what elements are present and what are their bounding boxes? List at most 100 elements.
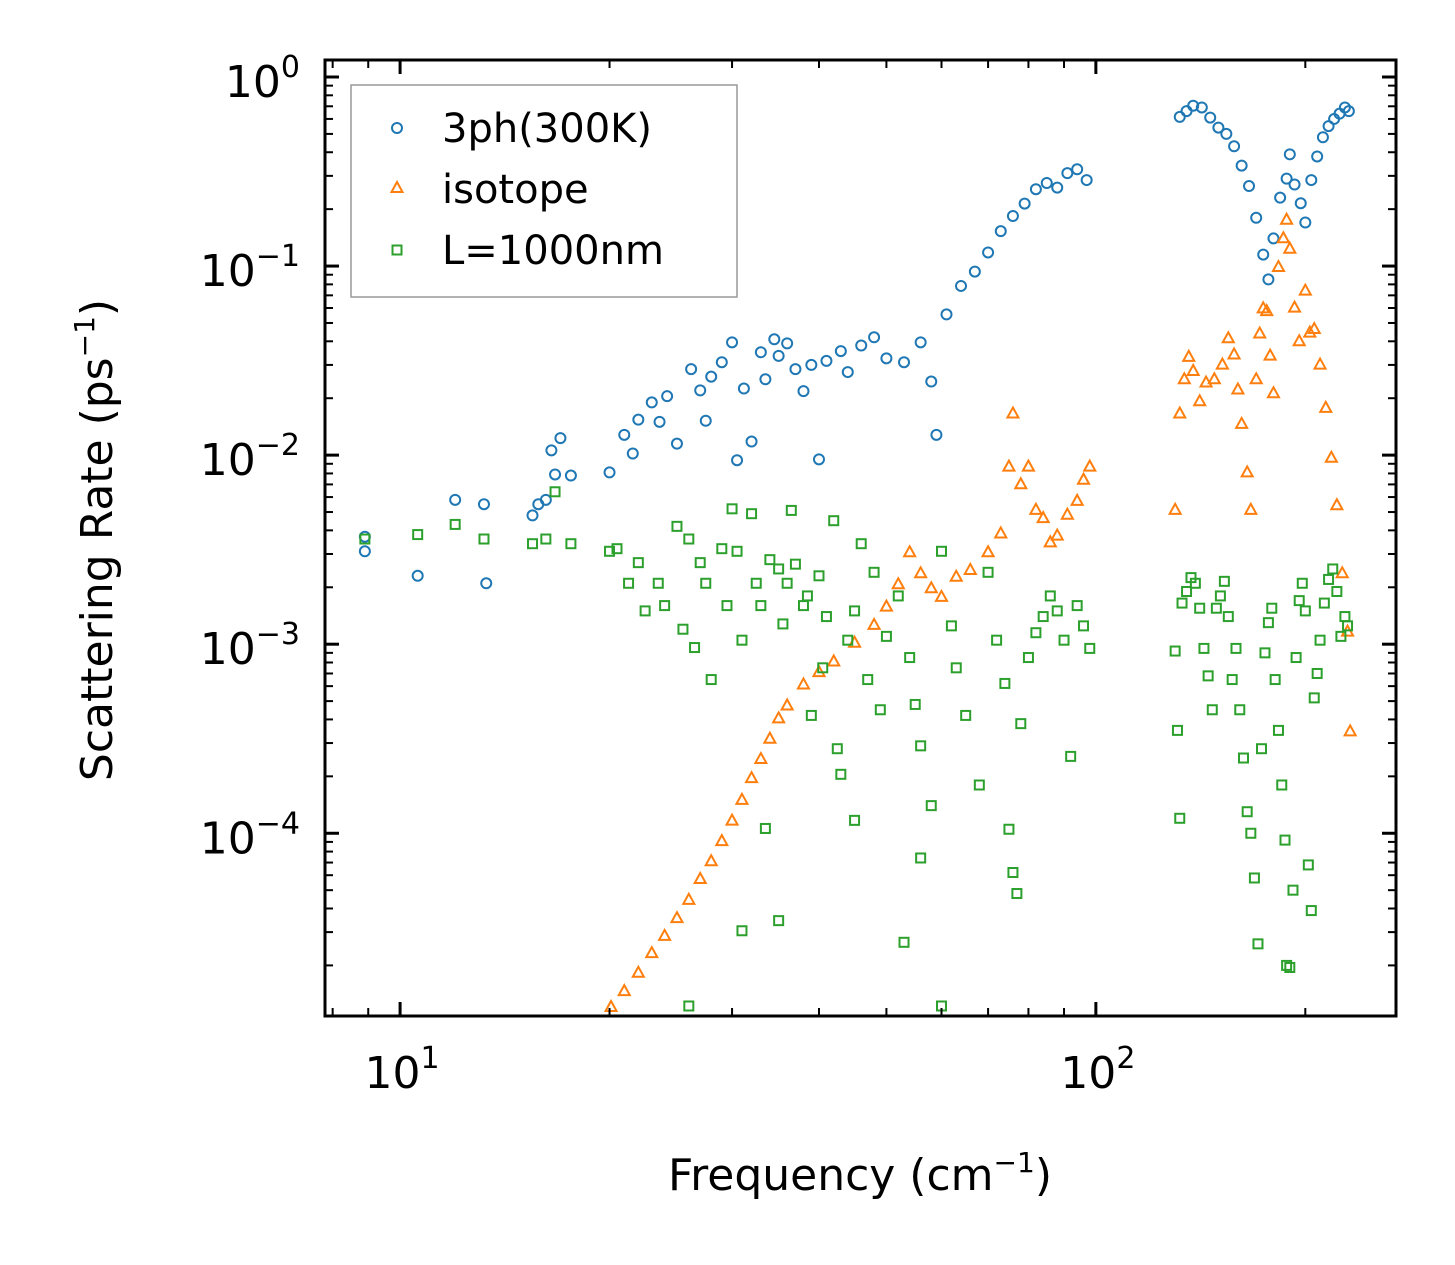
data-point-circle xyxy=(653,415,666,428)
data-point-square xyxy=(1248,872,1260,884)
data-point-circle xyxy=(994,225,1007,238)
data-point-triangle xyxy=(744,770,759,784)
legend: 3ph(300K) isotope L=1000nm xyxy=(350,84,738,298)
data-point-square xyxy=(982,566,994,578)
data-point-square xyxy=(694,557,706,569)
data-point-circle xyxy=(477,498,490,511)
data-point-circle xyxy=(1080,174,1093,187)
data-point-triangle xyxy=(1185,362,1201,376)
data-point-square xyxy=(731,545,743,557)
data-point-square xyxy=(623,577,635,589)
data-point-square xyxy=(1342,620,1354,632)
data-point-square xyxy=(1051,605,1063,617)
tick-labels: 101 102 100 10−1 10−2 10−3 10−4 xyxy=(200,50,1136,1099)
data-point-square xyxy=(1058,634,1070,646)
data-point-circle xyxy=(1243,180,1256,193)
data-point-triangle xyxy=(762,730,778,744)
tick-label: 10−4 xyxy=(200,806,300,864)
data-point-triangle xyxy=(724,812,740,826)
data-point-square xyxy=(1176,597,1188,609)
data-point-square xyxy=(789,558,801,570)
legend-entry-3ph: 3ph(300K) xyxy=(391,106,652,152)
data-point-square xyxy=(880,630,892,642)
data-point-circle xyxy=(358,545,371,558)
data-point-circle xyxy=(930,428,943,441)
legend-marker-circle xyxy=(391,122,403,134)
data-point-triangle xyxy=(924,580,939,594)
series-triangle-points xyxy=(603,211,1358,1012)
data-point-triangle xyxy=(779,697,795,711)
data-point-triangle xyxy=(1312,356,1328,370)
data-point-triangle xyxy=(1298,282,1313,296)
data-point-square xyxy=(1230,642,1242,654)
data-point-square xyxy=(874,704,886,716)
data-point-circle xyxy=(914,336,927,349)
data-point-square xyxy=(898,936,910,948)
data-point-square xyxy=(705,674,717,686)
series-circle-points xyxy=(358,99,1355,590)
data-point-square xyxy=(855,538,867,550)
y-axis-title: Scattering Rate (ps−1) xyxy=(68,299,123,781)
data-point-circle xyxy=(1316,131,1329,144)
data-point-square xyxy=(1218,575,1230,587)
data-point-square xyxy=(1287,884,1299,896)
data-point-circle xyxy=(1267,232,1280,245)
data-point-circle xyxy=(1257,248,1270,261)
data-point-circle xyxy=(618,428,631,441)
data-point-circle xyxy=(754,346,767,359)
data-point-circle xyxy=(1071,163,1084,176)
data-point-triangle xyxy=(1082,458,1097,472)
data-point-circle xyxy=(1228,140,1241,153)
data-point-triangle xyxy=(753,750,769,765)
data-point-triangle xyxy=(1230,381,1246,395)
data-point-triangle xyxy=(681,891,697,905)
data-point-triangle xyxy=(1292,333,1307,347)
data-point-triangle xyxy=(980,544,996,558)
data-point-triangle xyxy=(1307,320,1322,335)
data-point-square xyxy=(773,915,785,927)
data-point-circle xyxy=(855,339,868,352)
data-point-circle xyxy=(626,447,639,460)
data-point-square xyxy=(478,533,490,545)
data-point-circle xyxy=(880,352,893,365)
data-point-circle xyxy=(1212,121,1225,134)
data-point-circle xyxy=(925,375,938,388)
data-point-square xyxy=(1210,602,1222,614)
data-point-triangle xyxy=(1259,303,1274,317)
data-point-circle xyxy=(549,468,562,481)
data-point-square xyxy=(960,709,972,721)
data-point-square xyxy=(1302,859,1314,871)
series-square-points xyxy=(359,486,1354,1012)
data-point-circle xyxy=(834,345,847,358)
data-point-triangle xyxy=(1215,356,1230,370)
data-point-square xyxy=(1290,652,1302,664)
data-point-circle xyxy=(940,308,953,321)
legend-box xyxy=(350,84,738,298)
data-point-square xyxy=(950,662,962,674)
data-point-triangle xyxy=(644,945,659,959)
data-point-square xyxy=(849,605,861,617)
data-point-triangle xyxy=(1221,330,1236,344)
x-axis-title: Frequency (cm−1) xyxy=(668,1146,1052,1201)
data-point-circle xyxy=(1220,127,1233,140)
data-point-square xyxy=(1245,827,1257,839)
data-point-square xyxy=(611,543,623,555)
data-point-square xyxy=(1241,806,1253,818)
data-point-square xyxy=(764,554,776,566)
plot-frame xyxy=(323,58,1398,1018)
data-point-square xyxy=(1323,573,1335,585)
data-point-square xyxy=(1255,743,1267,755)
data-point-triangle xyxy=(617,983,632,997)
data-point-triangle xyxy=(1021,458,1036,472)
data-point-triangle xyxy=(913,565,928,579)
data-point-triangle xyxy=(771,710,786,724)
data-point-triangle xyxy=(1243,501,1259,515)
data-point-triangle xyxy=(1252,325,1267,339)
tick-label: 101 xyxy=(365,1041,440,1099)
data-point-circle xyxy=(661,390,674,403)
data-point-circle xyxy=(1305,174,1318,187)
tick-label: 100 xyxy=(225,50,300,108)
data-point-circle xyxy=(1173,110,1186,123)
data-point-circle xyxy=(768,333,781,346)
data-point-triangle xyxy=(734,791,750,805)
